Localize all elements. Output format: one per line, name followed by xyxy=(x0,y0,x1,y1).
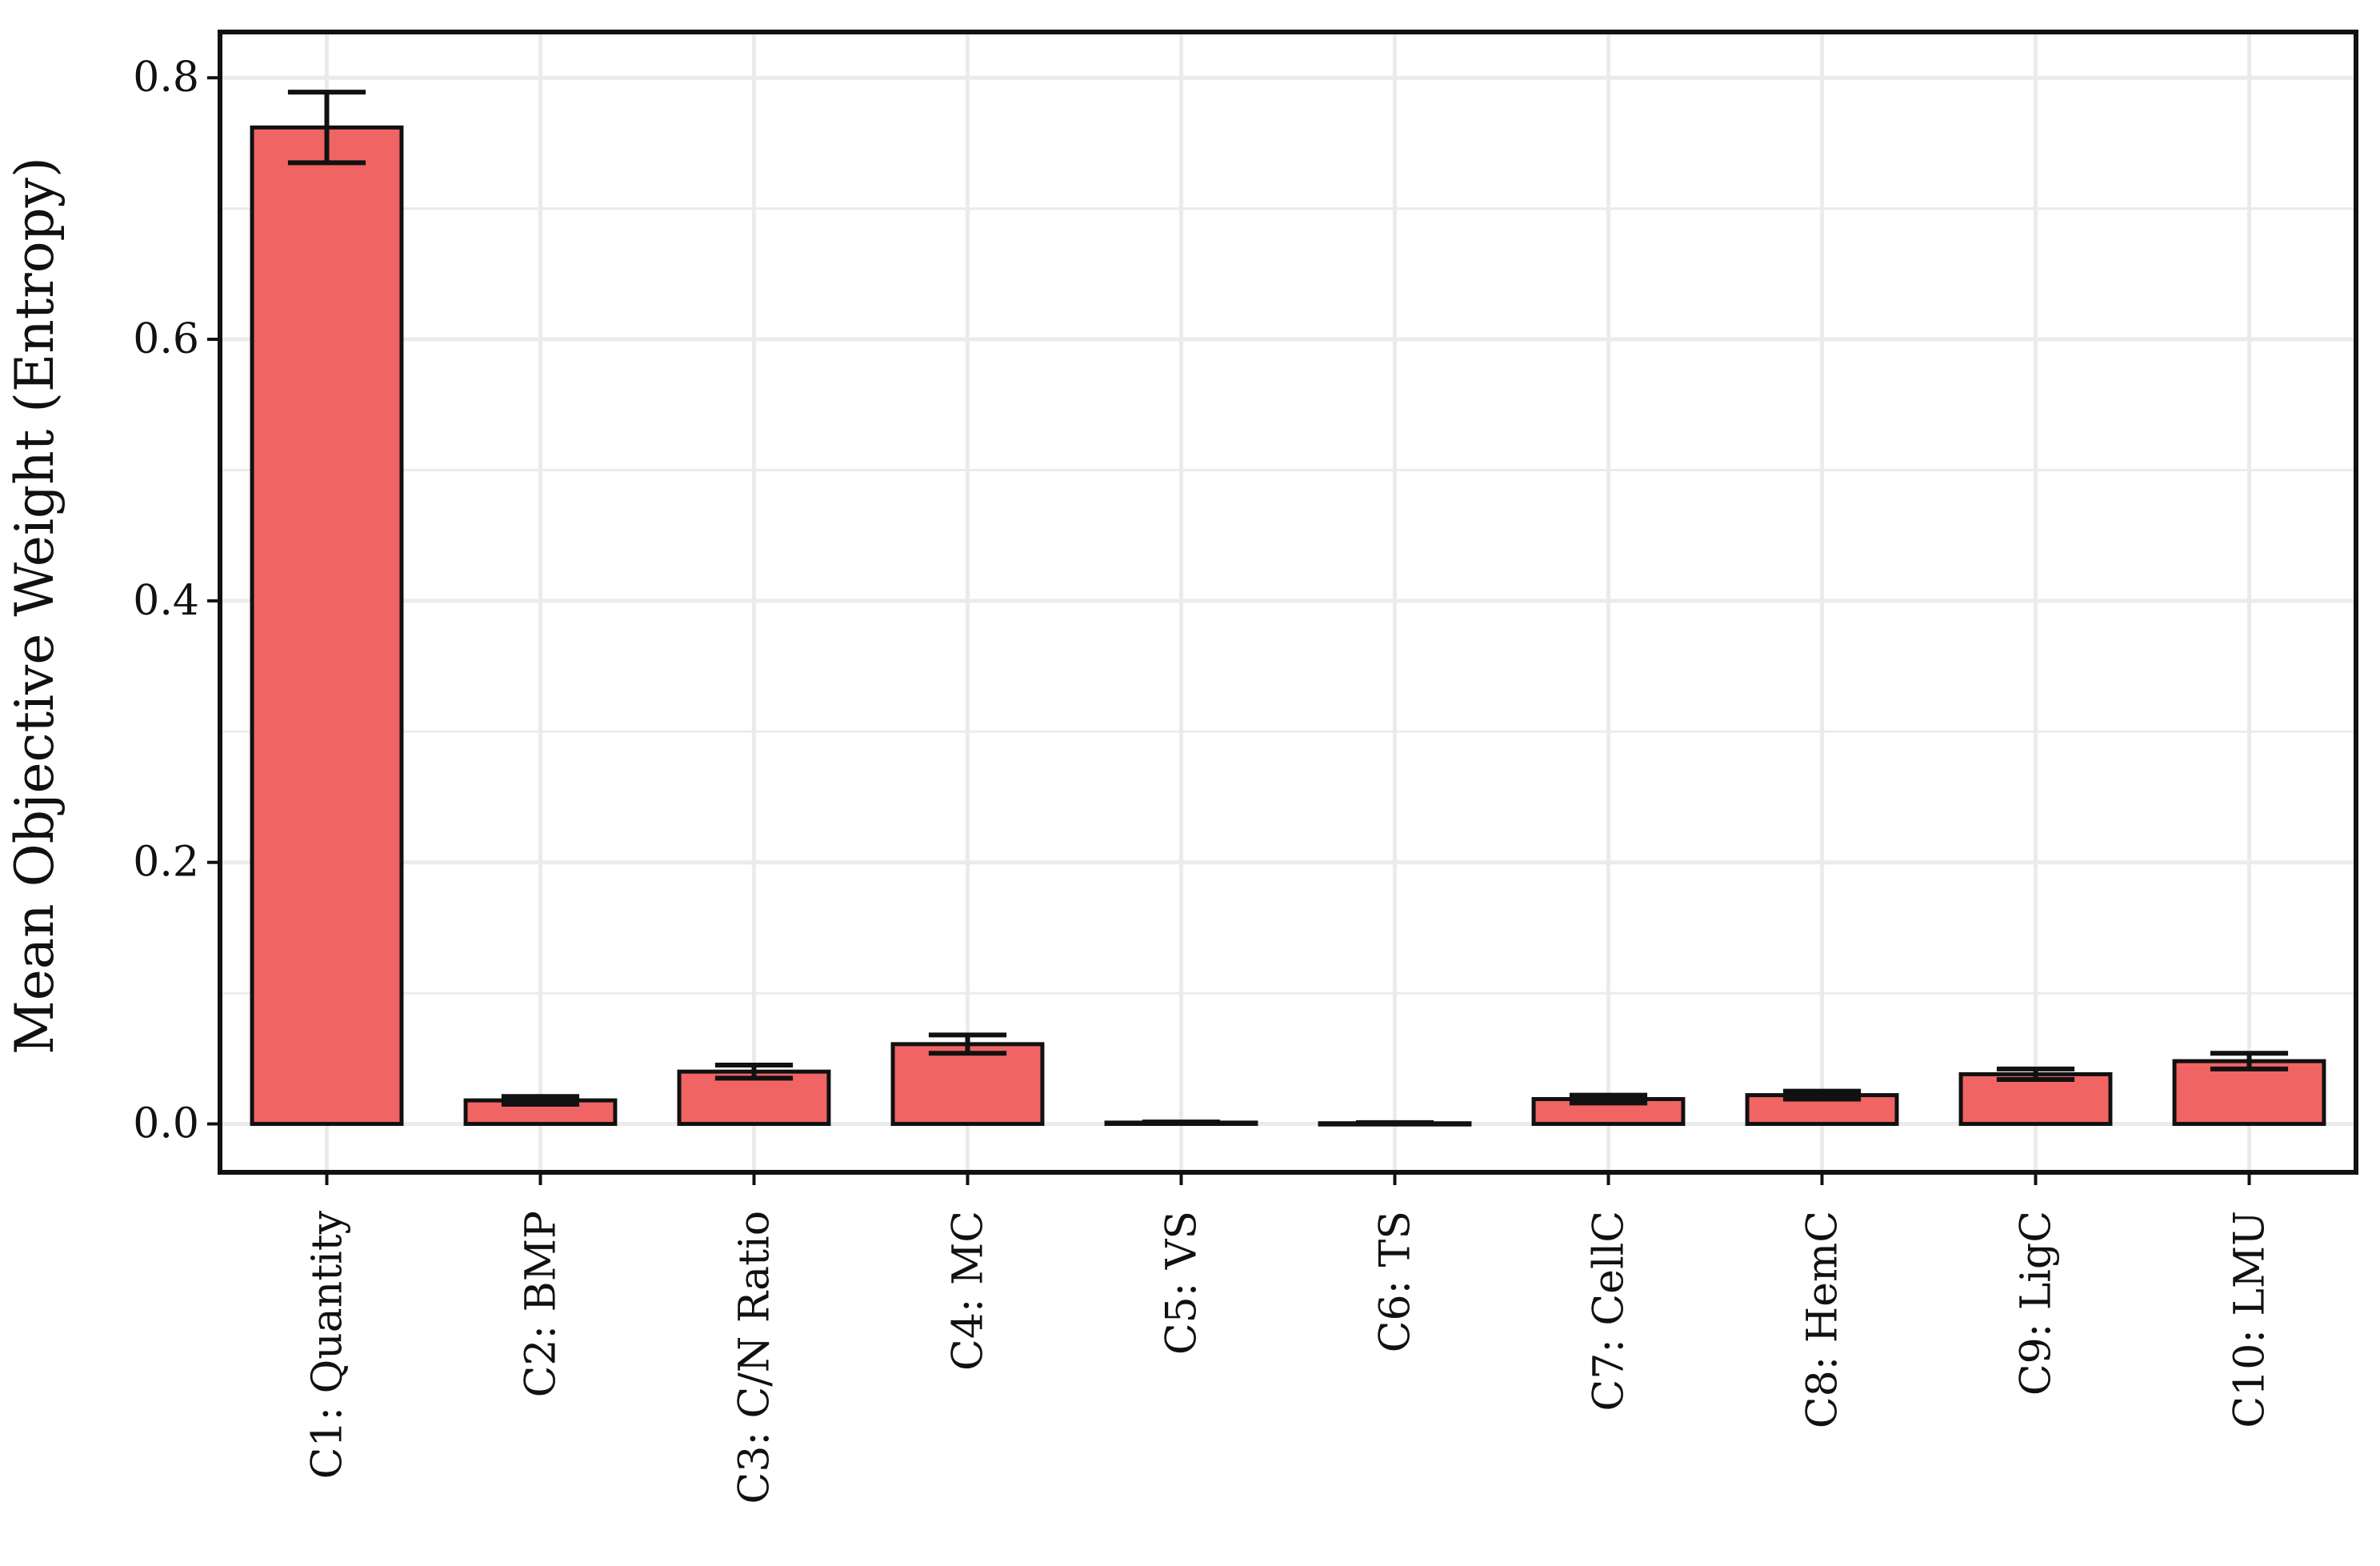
y-tick-label-0: 0.0 xyxy=(133,1100,199,1148)
x-tick-label-9: C9: LigC xyxy=(2013,1211,2061,1396)
x-tick-label-8: C8: HemC xyxy=(1799,1211,1847,1428)
bar-1 xyxy=(250,125,404,1127)
y-tick-layer: 0.0 0.2 0.4 0.6 0.8 xyxy=(133,54,220,1148)
bar-10 xyxy=(2172,1059,2326,1127)
error-bar-8 xyxy=(1782,1088,1862,1102)
x-tick-label-7: C7: CellC xyxy=(1586,1211,1634,1412)
x-tick-layer: C1: Quantity C2: BMP C3: C/N Ratio C4: MC C5… xyxy=(304,1172,2274,1504)
x-tick-label-4: C4: MC xyxy=(945,1211,993,1371)
x-tick-label-10: C10: LMU xyxy=(2226,1211,2274,1428)
bar-4 xyxy=(890,1042,1045,1127)
y-tick-label-2: 0.4 xyxy=(133,577,199,625)
grid-layer xyxy=(220,32,2356,1172)
y-tick-label-1: 0.2 xyxy=(133,839,199,887)
x-tick-label-2: C2: BMP xyxy=(518,1211,566,1397)
y-tick-label-3: 0.6 xyxy=(133,315,199,363)
error-bar-5 xyxy=(1142,1119,1221,1126)
bar-9 xyxy=(1958,1071,2113,1127)
error-bar-10 xyxy=(2210,1051,2289,1071)
bar-layer xyxy=(250,125,2326,1127)
error-bar-9 xyxy=(1996,1066,2075,1082)
y-tick-label-4: 0.8 xyxy=(133,54,199,102)
x-tick-label-5: C5: VS xyxy=(1158,1211,1206,1355)
error-bar-7 xyxy=(1569,1092,1648,1106)
y-axis-label: Mean Objective Weight (Entropy) xyxy=(4,157,66,1055)
error-bar-1 xyxy=(287,90,366,166)
error-bar-6 xyxy=(1355,1119,1434,1127)
x-tick-label-1: C1: Quantity xyxy=(304,1210,352,1479)
error-bar-layer xyxy=(287,90,2289,1127)
error-bar-4 xyxy=(928,1032,1007,1056)
error-bar-3 xyxy=(714,1062,794,1081)
error-bar-2 xyxy=(501,1094,580,1107)
x-tick-label-6: C6: TS xyxy=(1372,1211,1420,1352)
x-tick-label-3: C3: C/N Ratio xyxy=(731,1211,779,1504)
